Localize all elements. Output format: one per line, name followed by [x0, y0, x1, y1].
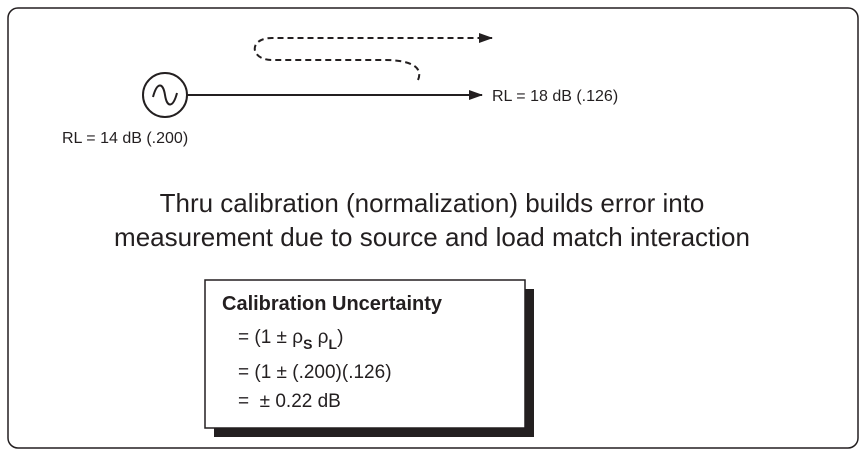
subscript: S [303, 336, 312, 352]
formula-part: ) [337, 327, 343, 348]
reflection-path [253, 33, 493, 81]
substitution: = (1 ± (.200)(.126) [238, 362, 392, 383]
formula-part: ρ [312, 327, 328, 348]
load-label: RL = 18 dB (.126) [492, 88, 618, 105]
uncertainty-box [204, 279, 526, 429]
formula: = (1 ± ρS ρL) [238, 327, 343, 352]
description-line: measurement due to source and load match… [114, 222, 750, 252]
description-line: Thru calibration (normalization) builds … [160, 188, 705, 218]
result: = ± 0.22 dB [238, 391, 341, 412]
sine-icon [152, 84, 178, 106]
formula-part: = (1 ± ρ [238, 327, 303, 348]
box-title: Calibration Uncertainty [222, 293, 443, 315]
subscript: L [329, 336, 338, 352]
source-label: RL = 14 dB (.200) [62, 130, 188, 147]
